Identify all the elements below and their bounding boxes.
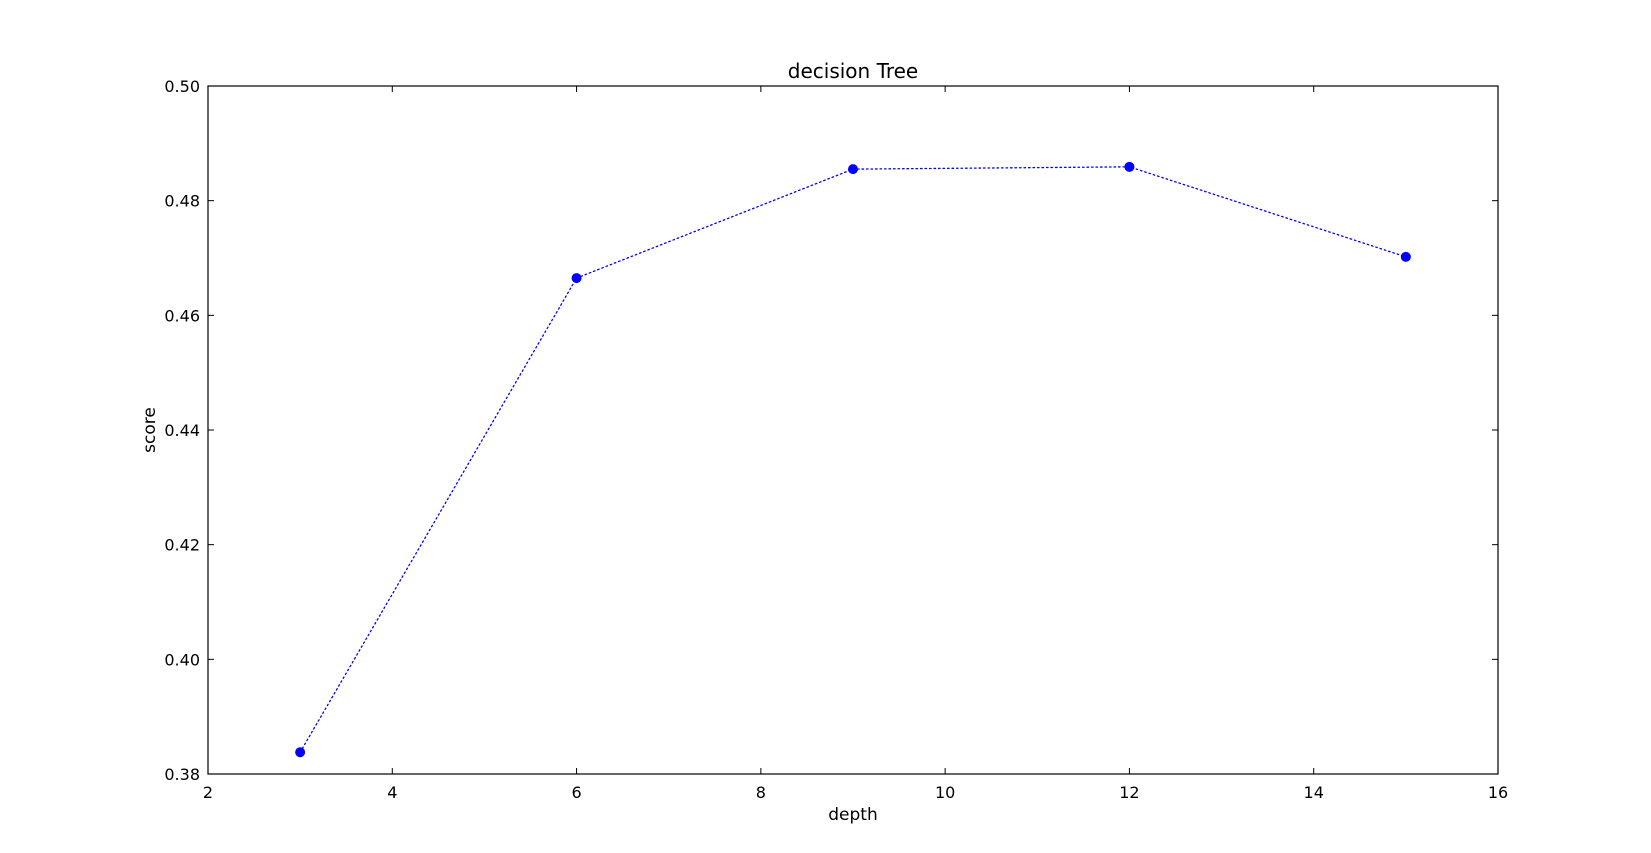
data-point: [1124, 161, 1135, 172]
x-tick-label: 8: [756, 783, 766, 802]
x-tick-label: 14: [1304, 783, 1324, 802]
y-tick-label: 0.40: [164, 650, 200, 669]
data-point: [571, 273, 582, 284]
x-ticks: 2 4 6 8 10 12 14 16: [203, 86, 1508, 802]
x-tick-label: 2: [203, 783, 213, 802]
plot-area: [208, 86, 1498, 774]
x-tick-label: 4: [387, 783, 397, 802]
y-ticks: 0.38 0.40 0.42 0.44 0.46 0.48 0.50: [164, 77, 1498, 784]
y-tick-label: 0.48: [164, 192, 200, 211]
y-tick-label: 0.44: [164, 421, 200, 440]
x-tick-label: 12: [1119, 783, 1139, 802]
data-point: [1400, 251, 1411, 262]
chart-title: decision Tree: [788, 59, 918, 83]
series-group: [295, 161, 1411, 758]
data-point: [295, 747, 306, 758]
y-tick-label: 0.38: [164, 765, 200, 784]
data-point: [848, 164, 858, 175]
x-tick-label: 6: [571, 783, 581, 802]
y-tick-label: 0.46: [164, 306, 200, 325]
x-tick-label: 10: [935, 783, 955, 802]
x-tick-label: 16: [1488, 783, 1508, 802]
y-tick-label: 0.50: [164, 77, 200, 96]
y-tick-label: 0.42: [164, 536, 200, 555]
y-axis-label: score: [140, 407, 160, 453]
x-axis-label: depth: [828, 805, 877, 825]
axes-frame: [207, 85, 1499, 775]
